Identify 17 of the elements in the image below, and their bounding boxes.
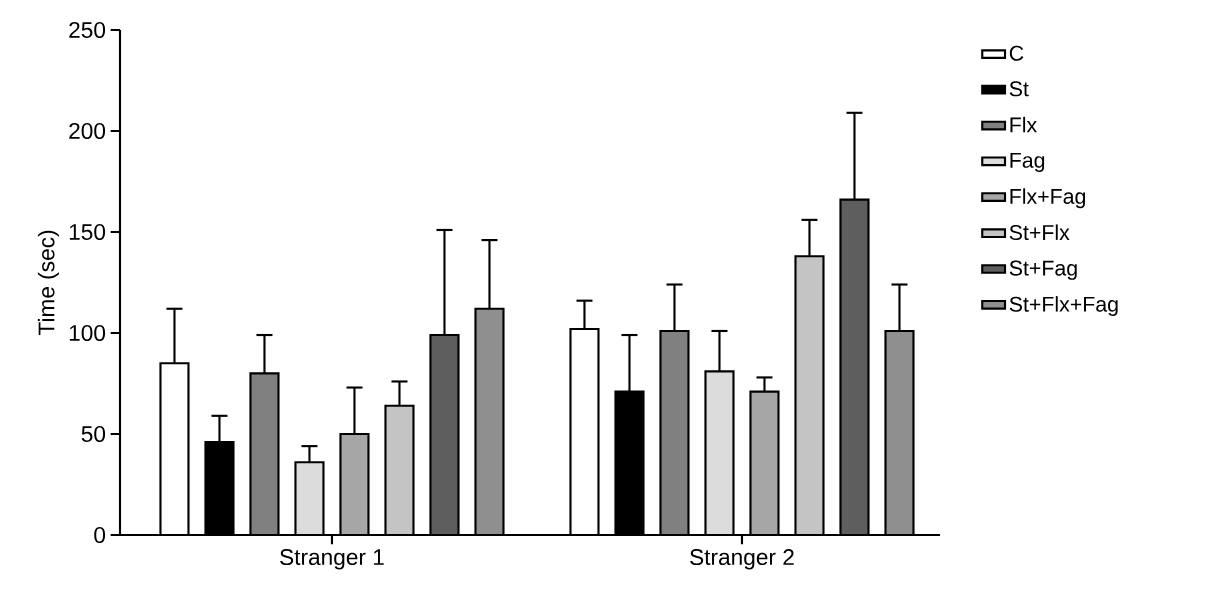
legend-label: Fag — [1010, 152, 1045, 173]
y-tick-label: 100 — [69, 324, 106, 342]
y-axis-title: Time (sec) — [37, 230, 59, 336]
legend-label: C — [1009, 45, 1024, 61]
legend-label: St+Flx — [1009, 224, 1070, 241]
legend-label: Flx — [1010, 116, 1037, 133]
legend-label: St — [1009, 81, 1029, 97]
x-tick-label: Stranger 2 — [690, 549, 794, 570]
y-tick-label: 200 — [69, 122, 106, 140]
legend-label: St+Fag — [1009, 260, 1077, 280]
legend-label: St+Flx+Fag — [1009, 296, 1118, 316]
y-tick-label: 0 — [94, 526, 106, 544]
y-tick-label: 50 — [81, 425, 106, 443]
y-tick-label: 150 — [69, 223, 106, 241]
y-tick-label: 250 — [69, 21, 106, 39]
legend-label: Flx+Fag — [1010, 188, 1086, 209]
x-tick-label: Stranger 1 — [280, 549, 384, 570]
